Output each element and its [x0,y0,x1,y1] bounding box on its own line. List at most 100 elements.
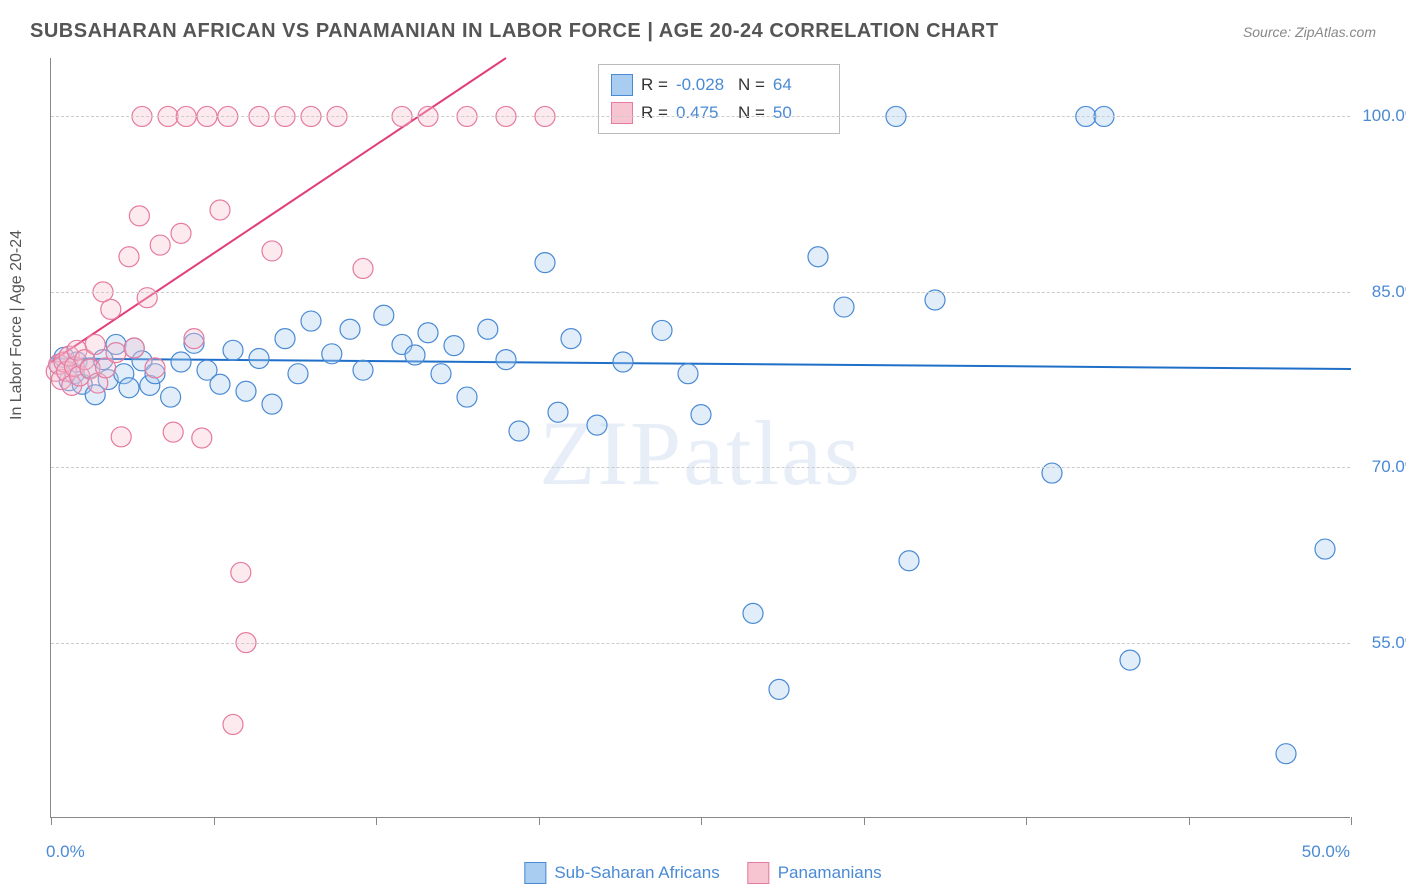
legend-item: Panamanians [748,862,882,884]
stats-row: R = 0.475 N = 50 [611,99,827,127]
x-tick [1189,817,1190,825]
data-point [161,387,181,407]
data-point [119,247,139,267]
data-point [171,223,191,243]
stat-n-label: N = [738,99,765,127]
x-tick [214,817,215,825]
legend-swatch [611,102,633,124]
x-tick [1351,817,1352,825]
trend-line [51,58,506,362]
data-point [925,290,945,310]
data-point [1315,539,1335,559]
data-point [1042,463,1062,483]
grid-line [51,643,1350,644]
grid-line [51,116,1350,117]
data-point [353,360,373,380]
legend-item: Sub-Saharan Africans [524,862,719,884]
data-point [743,603,763,623]
x-tick [51,817,52,825]
data-point [210,200,230,220]
data-point [288,364,308,384]
data-point [678,364,698,384]
grid-line [51,292,1350,293]
data-point [353,258,373,278]
scatter-svg [51,58,1350,817]
data-point [587,415,607,435]
legend-swatch [524,862,546,884]
data-point [1120,650,1140,670]
y-tick-label: 85.0% [1360,282,1406,302]
data-point [457,387,477,407]
stat-r-label: R = [641,99,668,127]
data-point [808,247,828,267]
data-point [171,352,191,372]
data-point [163,422,183,442]
grid-line [51,467,1350,468]
data-point [129,206,149,226]
data-point [262,394,282,414]
data-point [496,350,516,370]
data-point [236,381,256,401]
data-point [509,421,529,441]
bottom-legend: Sub-Saharan Africans Panamanians [524,862,881,884]
data-point [691,405,711,425]
data-point [101,299,121,319]
data-point [899,551,919,571]
data-point [184,329,204,349]
data-point [374,305,394,325]
correlation-stats-box: R =-0.028N =64R =0.475N =50 [598,64,840,134]
data-point [137,288,157,308]
data-point [834,297,854,317]
y-axis-label: In Labor Force | Age 20-24 [8,230,26,420]
x-tick [376,817,377,825]
data-point [192,428,212,448]
data-point [275,329,295,349]
data-point [548,402,568,422]
x-axis-min-label: 0.0% [46,842,85,862]
data-point [418,323,438,343]
data-point [249,348,269,368]
x-axis-max-label: 50.0% [1302,842,1350,862]
legend-swatch [611,74,633,96]
data-point [340,319,360,339]
data-point [431,364,451,384]
data-point [444,336,464,356]
data-point [301,311,321,331]
data-point [613,352,633,372]
stats-row: R =-0.028N =64 [611,71,827,99]
stat-r-value: 0.475 [676,99,730,127]
data-point [652,320,672,340]
data-point [106,343,126,363]
legend-label: Panamanians [778,863,882,883]
data-point [145,358,165,378]
x-tick [864,817,865,825]
data-point [322,344,342,364]
legend-swatch [748,862,770,884]
y-tick-label: 70.0% [1360,457,1406,477]
stat-r-label: R = [641,71,668,99]
legend-label: Sub-Saharan Africans [554,863,719,883]
data-point [223,340,243,360]
stat-n-label: N = [738,71,765,99]
data-point [1276,744,1296,764]
data-point [405,345,425,365]
data-point [210,374,230,394]
data-point [535,253,555,273]
x-tick [539,817,540,825]
x-tick [1026,817,1027,825]
data-point [119,378,139,398]
data-point [111,427,131,447]
y-tick-label: 100.0% [1360,106,1406,126]
data-point [223,714,243,734]
y-tick-label: 55.0% [1360,633,1406,653]
stat-n-value: 50 [773,99,827,127]
chart-plot-area: ZIPatlas R =-0.028N =64R =0.475N =50 55.… [50,58,1350,818]
trend-line [51,358,1351,369]
data-point [231,562,251,582]
source-attribution: Source: ZipAtlas.com [1243,24,1376,40]
data-point [561,329,581,349]
data-point [478,319,498,339]
stat-n-value: 64 [773,71,827,99]
data-point [769,679,789,699]
data-point [262,241,282,261]
